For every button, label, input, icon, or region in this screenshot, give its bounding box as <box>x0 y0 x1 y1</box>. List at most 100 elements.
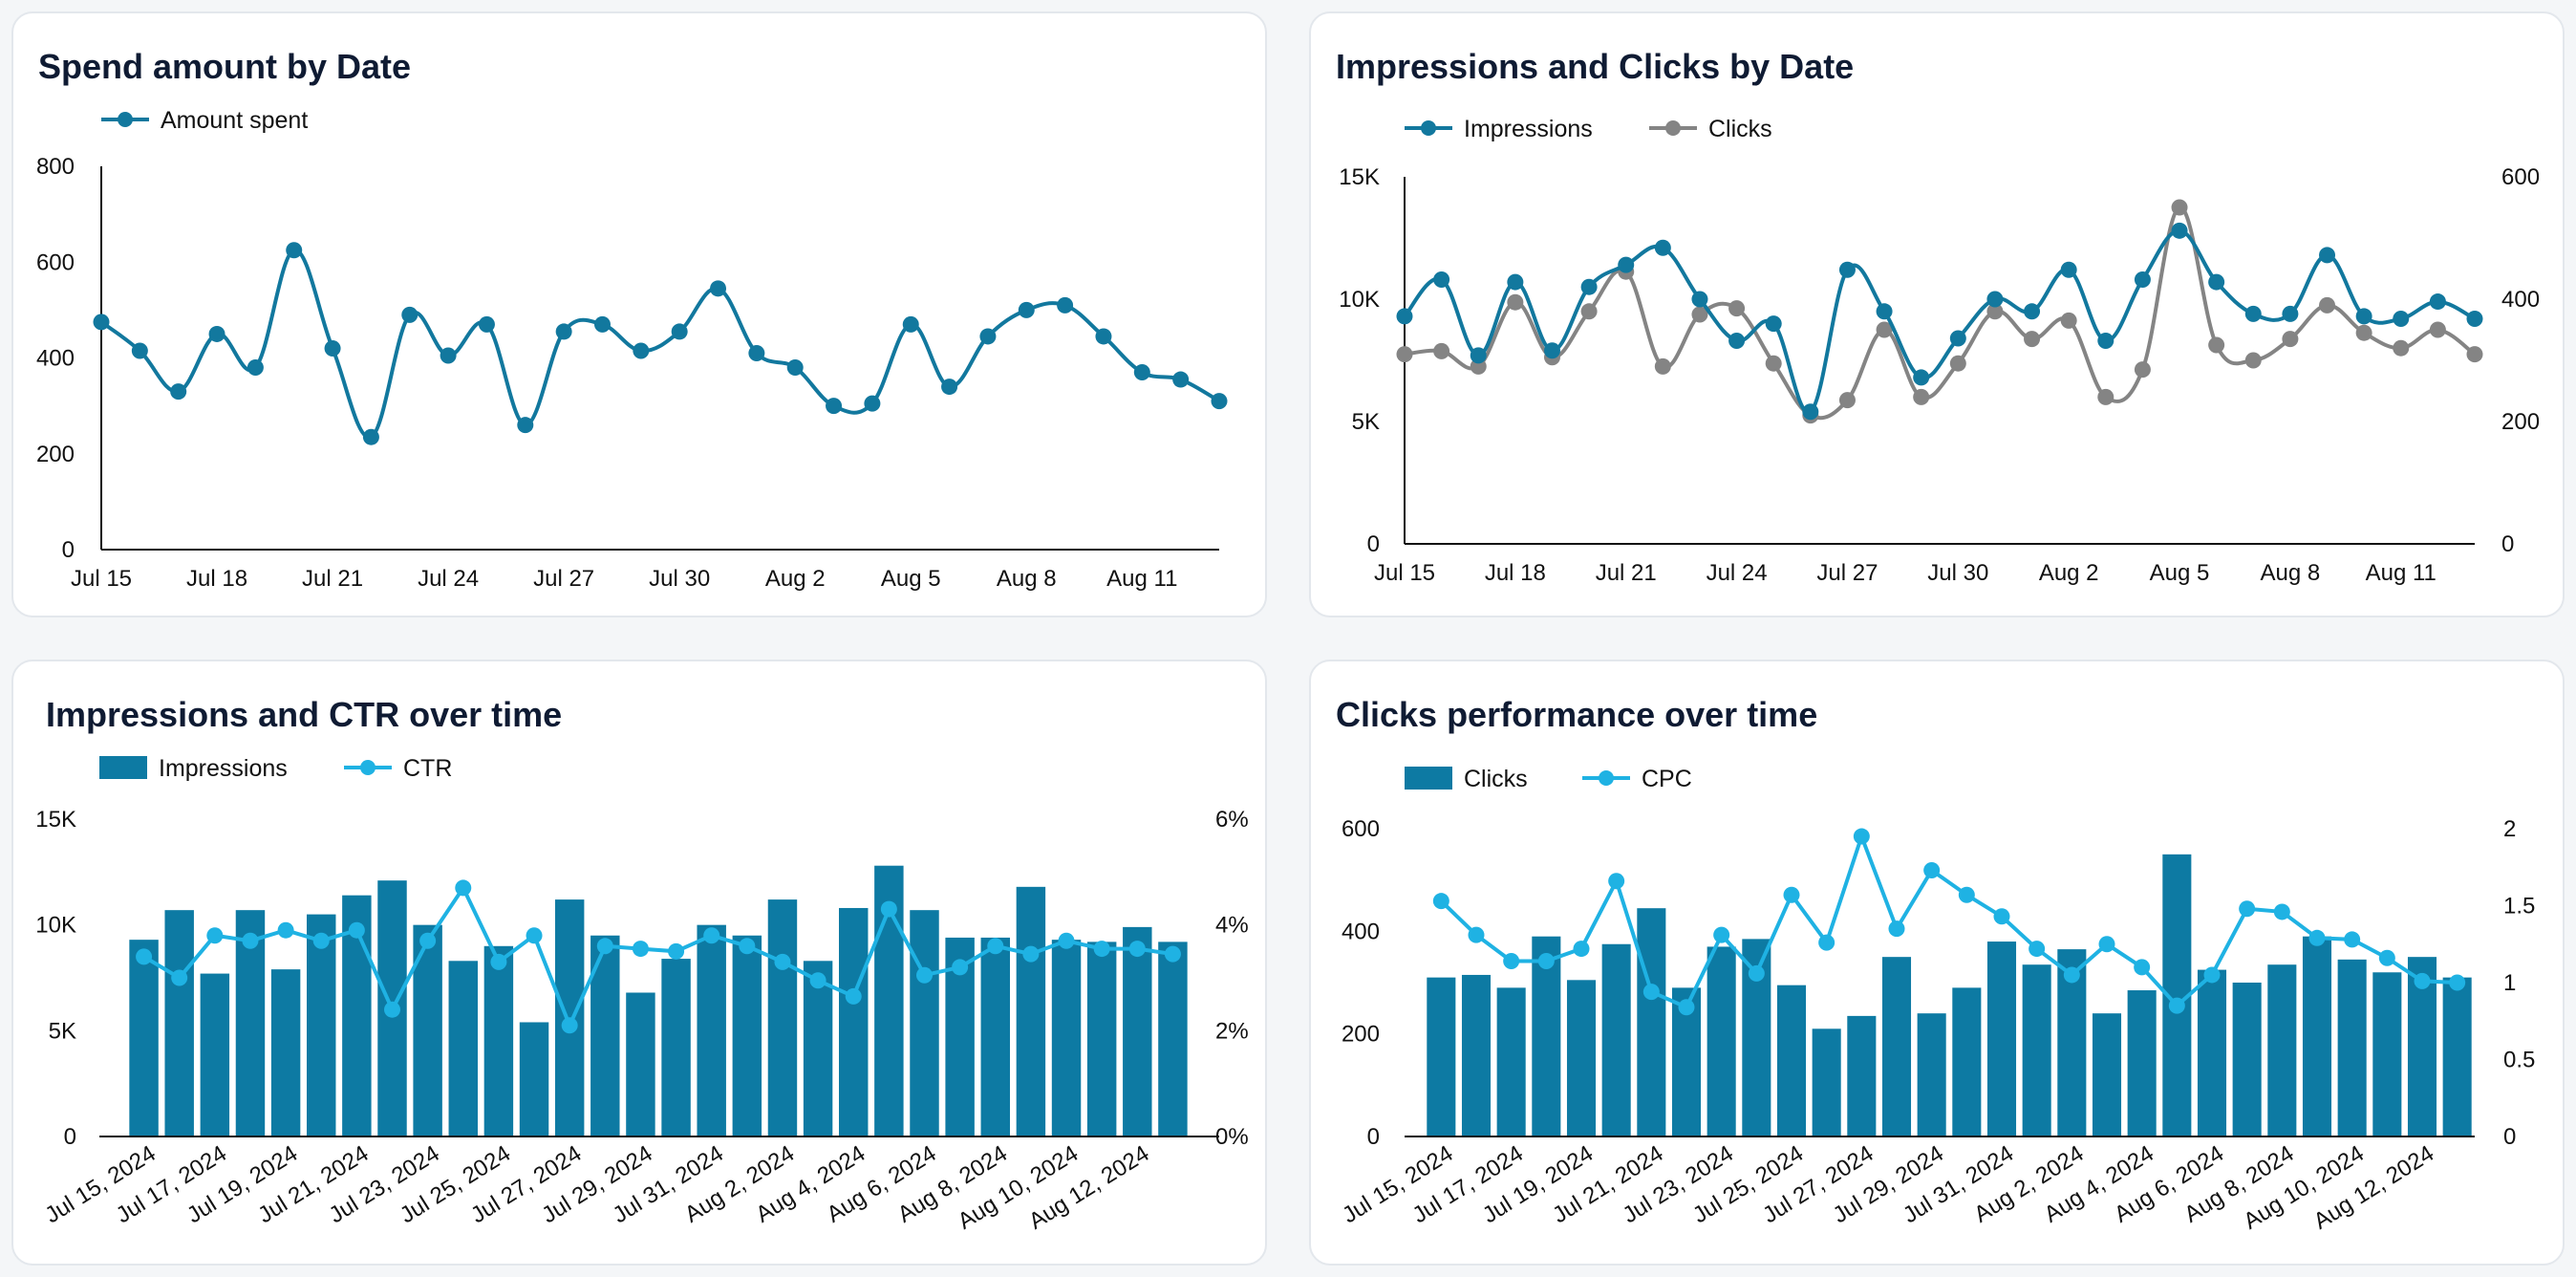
data-point <box>864 395 881 412</box>
data-point <box>2282 305 2299 322</box>
data-point <box>2024 331 2041 348</box>
bar <box>129 940 159 1136</box>
data-point <box>170 383 187 400</box>
y-axis-tick-label: 5K <box>49 1018 76 1044</box>
y-axis-tick-label: 0 <box>64 1124 76 1150</box>
data-point <box>1396 308 1413 325</box>
y-axis-tick-label: 0 <box>1367 1124 1380 1150</box>
x-axis-tick-label: Aug 5 <box>881 566 941 592</box>
impressions-clicks-chart: Impressions and Clicks by Date 0 5K 10K 15K 0… <box>1336 47 2540 586</box>
data-point <box>208 325 225 342</box>
bar <box>1707 946 1736 1136</box>
bar <box>910 910 939 1136</box>
data-point <box>1470 347 1487 364</box>
data-point <box>1503 952 1520 969</box>
data-point <box>362 428 379 445</box>
series-line-clicks <box>1404 206 2477 421</box>
bar <box>519 1022 549 1136</box>
data-point <box>1433 342 1450 359</box>
data-point <box>1876 321 1893 338</box>
x-axis-tick-label: Jul 15 <box>1374 560 1435 586</box>
data-point <box>2466 310 2483 327</box>
data-point <box>748 344 765 361</box>
data-point <box>1986 303 2004 320</box>
legend-swatch-marker <box>1665 120 1681 136</box>
x-axis-tick-label: Jul 27 <box>1816 560 1878 586</box>
legend-swatch-bar <box>99 756 147 779</box>
data-point <box>1993 908 2010 925</box>
bar <box>803 961 833 1136</box>
legend-swatch-marker <box>118 112 133 127</box>
bar <box>483 945 514 1136</box>
data-point <box>1949 330 1966 347</box>
bar <box>270 969 301 1136</box>
data-point <box>1949 355 1966 372</box>
bar <box>732 935 762 1136</box>
x-axis-tick-label: Aug 5 <box>2150 560 2210 586</box>
data-point <box>633 342 650 359</box>
data-point <box>1507 273 1524 291</box>
impressions-clicks-chart-card: Impressions and Clicks by Date 0 5K 10K 15K 0… <box>1309 11 2565 617</box>
clicks-performance-chart: Clicks performance over time 0 200 400 600 0 0… <box>1336 695 2535 1235</box>
data-point <box>286 242 303 259</box>
bar <box>2267 964 2297 1136</box>
legend-label: Clicks <box>1464 766 1528 792</box>
data-point <box>979 328 997 345</box>
x-axis-tick-label: Jul 21 <box>1596 560 1657 586</box>
data-point <box>703 927 720 944</box>
data-point <box>1958 886 1975 903</box>
bar <box>307 914 336 1136</box>
data-point <box>1654 357 1671 375</box>
data-point <box>1095 328 1112 345</box>
data-point <box>1468 926 1485 943</box>
y-axis-tick-label: 5K <box>1352 409 1380 435</box>
data-point <box>419 932 437 949</box>
data-point <box>1923 861 1941 878</box>
data-point <box>2308 929 2326 946</box>
legend-label: Clicks <box>1708 116 1772 142</box>
data-point <box>2378 949 2395 966</box>
data-point <box>1537 952 1555 969</box>
data-point <box>845 987 862 1005</box>
data-point <box>277 921 294 939</box>
data-point <box>455 879 472 897</box>
y2-axis-tick-label: 2 <box>2503 816 2516 842</box>
data-point <box>401 306 419 323</box>
data-point <box>809 972 826 989</box>
bar <box>2337 959 2367 1136</box>
data-point <box>1748 964 1765 982</box>
data-point <box>348 921 365 939</box>
data-point <box>1608 873 1625 890</box>
x-axis-tick-label: Jul 30 <box>649 566 710 592</box>
x-axis-tick-label: Aug 11 <box>1106 566 1177 592</box>
bar <box>1881 957 1912 1136</box>
y2-axis-tick-label: 6% <box>1215 807 1249 833</box>
data-point <box>2208 336 2225 354</box>
x-axis-tick-label: Aug 11 <box>2366 560 2436 586</box>
data-point <box>1913 369 1930 386</box>
x-axis-tick-label: Aug 2 <box>765 566 826 592</box>
data-point <box>2393 339 2410 357</box>
x-axis-tick-label: Jul 18 <box>1485 560 1546 586</box>
chart-title: Clicks performance over time <box>1336 695 1817 734</box>
data-point <box>2168 997 2185 1014</box>
data-point <box>2449 974 2466 991</box>
y-axis-tick-label: 800 <box>36 154 75 180</box>
y2-axis-tick-label: 200 <box>2501 409 2540 435</box>
bar <box>980 937 1010 1136</box>
data-point <box>2097 388 2114 405</box>
y2-axis-tick-label: 600 <box>2501 164 2540 190</box>
bar <box>767 899 798 1136</box>
data-point <box>1802 403 1819 421</box>
data-point <box>136 948 153 965</box>
data-point <box>1058 932 1075 949</box>
data-point <box>2319 296 2336 314</box>
data-point <box>517 417 534 434</box>
data-point <box>916 966 933 984</box>
data-point <box>671 323 688 340</box>
data-point <box>1765 315 1782 333</box>
bar <box>697 924 726 1136</box>
data-point <box>1678 999 1695 1016</box>
y-axis-tick-label: 400 <box>1342 919 1380 944</box>
bar <box>2442 977 2472 1136</box>
